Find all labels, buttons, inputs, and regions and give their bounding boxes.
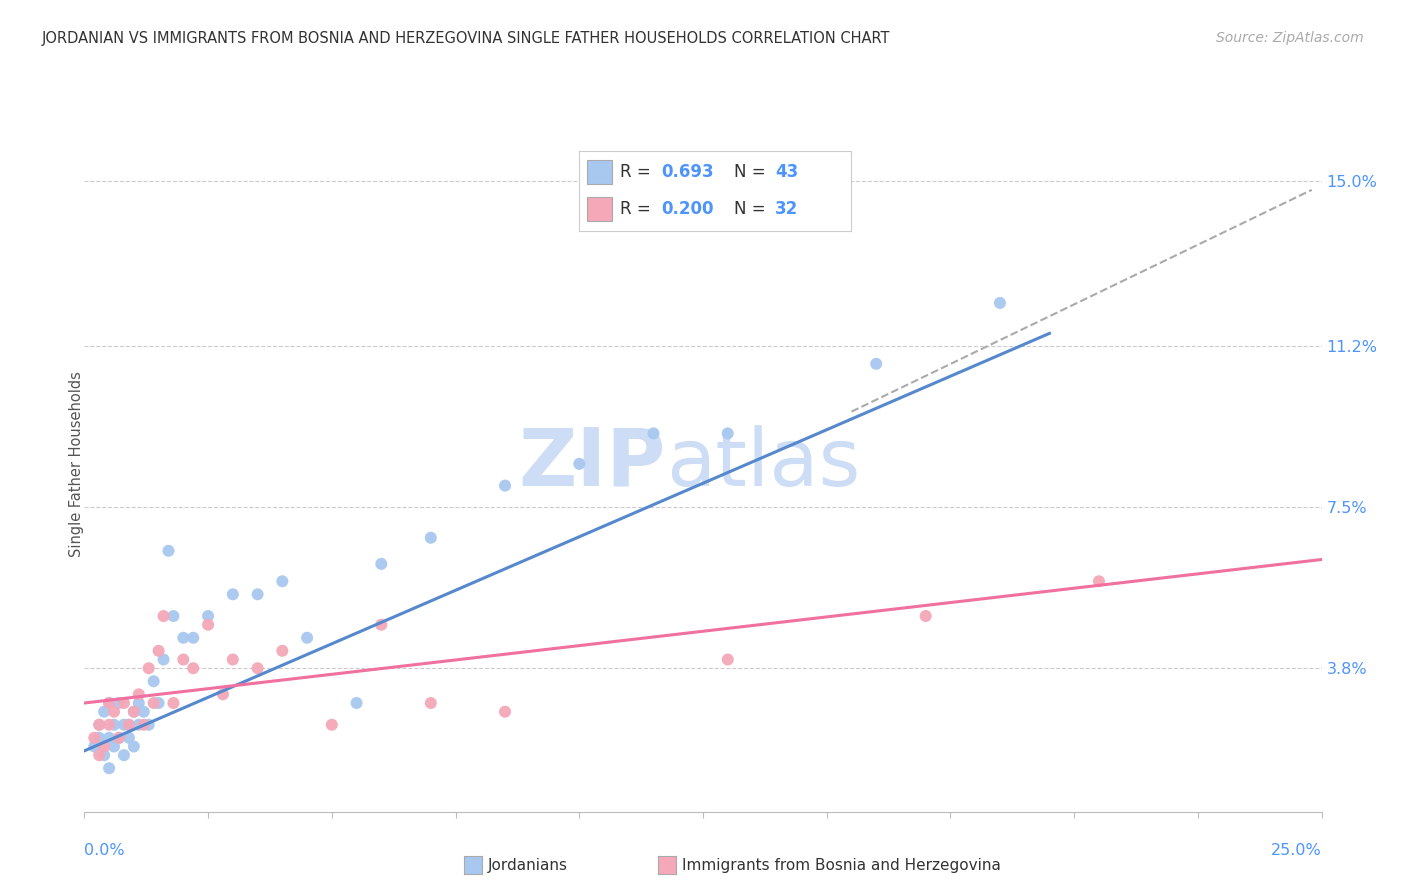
Point	[568, 457, 591, 471]
Point	[494, 478, 516, 492]
Point	[162, 696, 184, 710]
Point	[108, 731, 131, 745]
Point	[246, 661, 269, 675]
Text: atlas: atlas	[666, 425, 860, 503]
Point	[246, 587, 269, 601]
Point	[89, 731, 111, 745]
Point	[988, 296, 1011, 310]
Point	[93, 748, 115, 763]
Point	[212, 687, 235, 701]
Point	[93, 705, 115, 719]
Point	[93, 739, 115, 754]
Point	[128, 717, 150, 731]
Point	[89, 717, 111, 731]
Point	[132, 705, 155, 719]
Point	[370, 557, 392, 571]
Point	[162, 609, 184, 624]
Point	[103, 705, 125, 719]
Point	[271, 644, 294, 658]
Point	[103, 717, 125, 731]
Text: 25.0%: 25.0%	[1271, 843, 1322, 858]
Point	[108, 696, 131, 710]
Point	[914, 609, 936, 624]
Point	[717, 652, 740, 666]
Point	[717, 426, 740, 441]
Point	[152, 609, 174, 624]
Point	[108, 731, 131, 745]
Point	[494, 705, 516, 719]
Point	[112, 717, 135, 731]
Point	[118, 731, 141, 745]
Point	[1088, 574, 1111, 589]
Point	[138, 661, 160, 675]
Point	[98, 696, 121, 710]
Point	[89, 717, 111, 731]
Point	[138, 717, 160, 731]
Point	[295, 631, 318, 645]
Point	[98, 761, 121, 775]
Text: 0.0%: 0.0%	[84, 843, 125, 858]
Point	[83, 739, 105, 754]
Point	[128, 687, 150, 701]
Point	[271, 574, 294, 589]
Point	[197, 609, 219, 624]
Point	[112, 696, 135, 710]
Point	[89, 748, 111, 763]
Point	[181, 631, 204, 645]
Point	[157, 543, 180, 558]
Point	[128, 696, 150, 710]
Point	[142, 674, 165, 689]
Point	[419, 531, 441, 545]
Point	[98, 696, 121, 710]
Point	[222, 652, 245, 666]
Point	[142, 696, 165, 710]
Point	[181, 661, 204, 675]
Point	[222, 587, 245, 601]
Point	[98, 731, 121, 745]
Point	[152, 652, 174, 666]
Text: Jordanians: Jordanians	[488, 858, 568, 872]
Point	[118, 717, 141, 731]
Point	[148, 696, 170, 710]
Point	[197, 617, 219, 632]
Point	[112, 748, 135, 763]
Point	[98, 717, 121, 731]
Point	[321, 717, 343, 731]
Point	[172, 631, 194, 645]
Point	[118, 717, 141, 731]
Point	[122, 705, 145, 719]
Point	[865, 357, 887, 371]
Point	[643, 426, 665, 441]
Point	[172, 652, 194, 666]
Point	[122, 705, 145, 719]
Point	[148, 644, 170, 658]
Text: ZIP: ZIP	[519, 425, 666, 503]
Text: JORDANIAN VS IMMIGRANTS FROM BOSNIA AND HERZEGOVINA SINGLE FATHER HOUSEHOLDS COR: JORDANIAN VS IMMIGRANTS FROM BOSNIA AND …	[42, 31, 890, 46]
Point	[83, 731, 105, 745]
Point	[122, 739, 145, 754]
Point	[132, 717, 155, 731]
Y-axis label: Single Father Households: Single Father Households	[69, 371, 83, 557]
Text: Source: ZipAtlas.com: Source: ZipAtlas.com	[1216, 31, 1364, 45]
Point	[419, 696, 441, 710]
Text: Immigrants from Bosnia and Herzegovina: Immigrants from Bosnia and Herzegovina	[682, 858, 1001, 872]
Point	[346, 696, 368, 710]
Point	[370, 617, 392, 632]
Point	[103, 739, 125, 754]
